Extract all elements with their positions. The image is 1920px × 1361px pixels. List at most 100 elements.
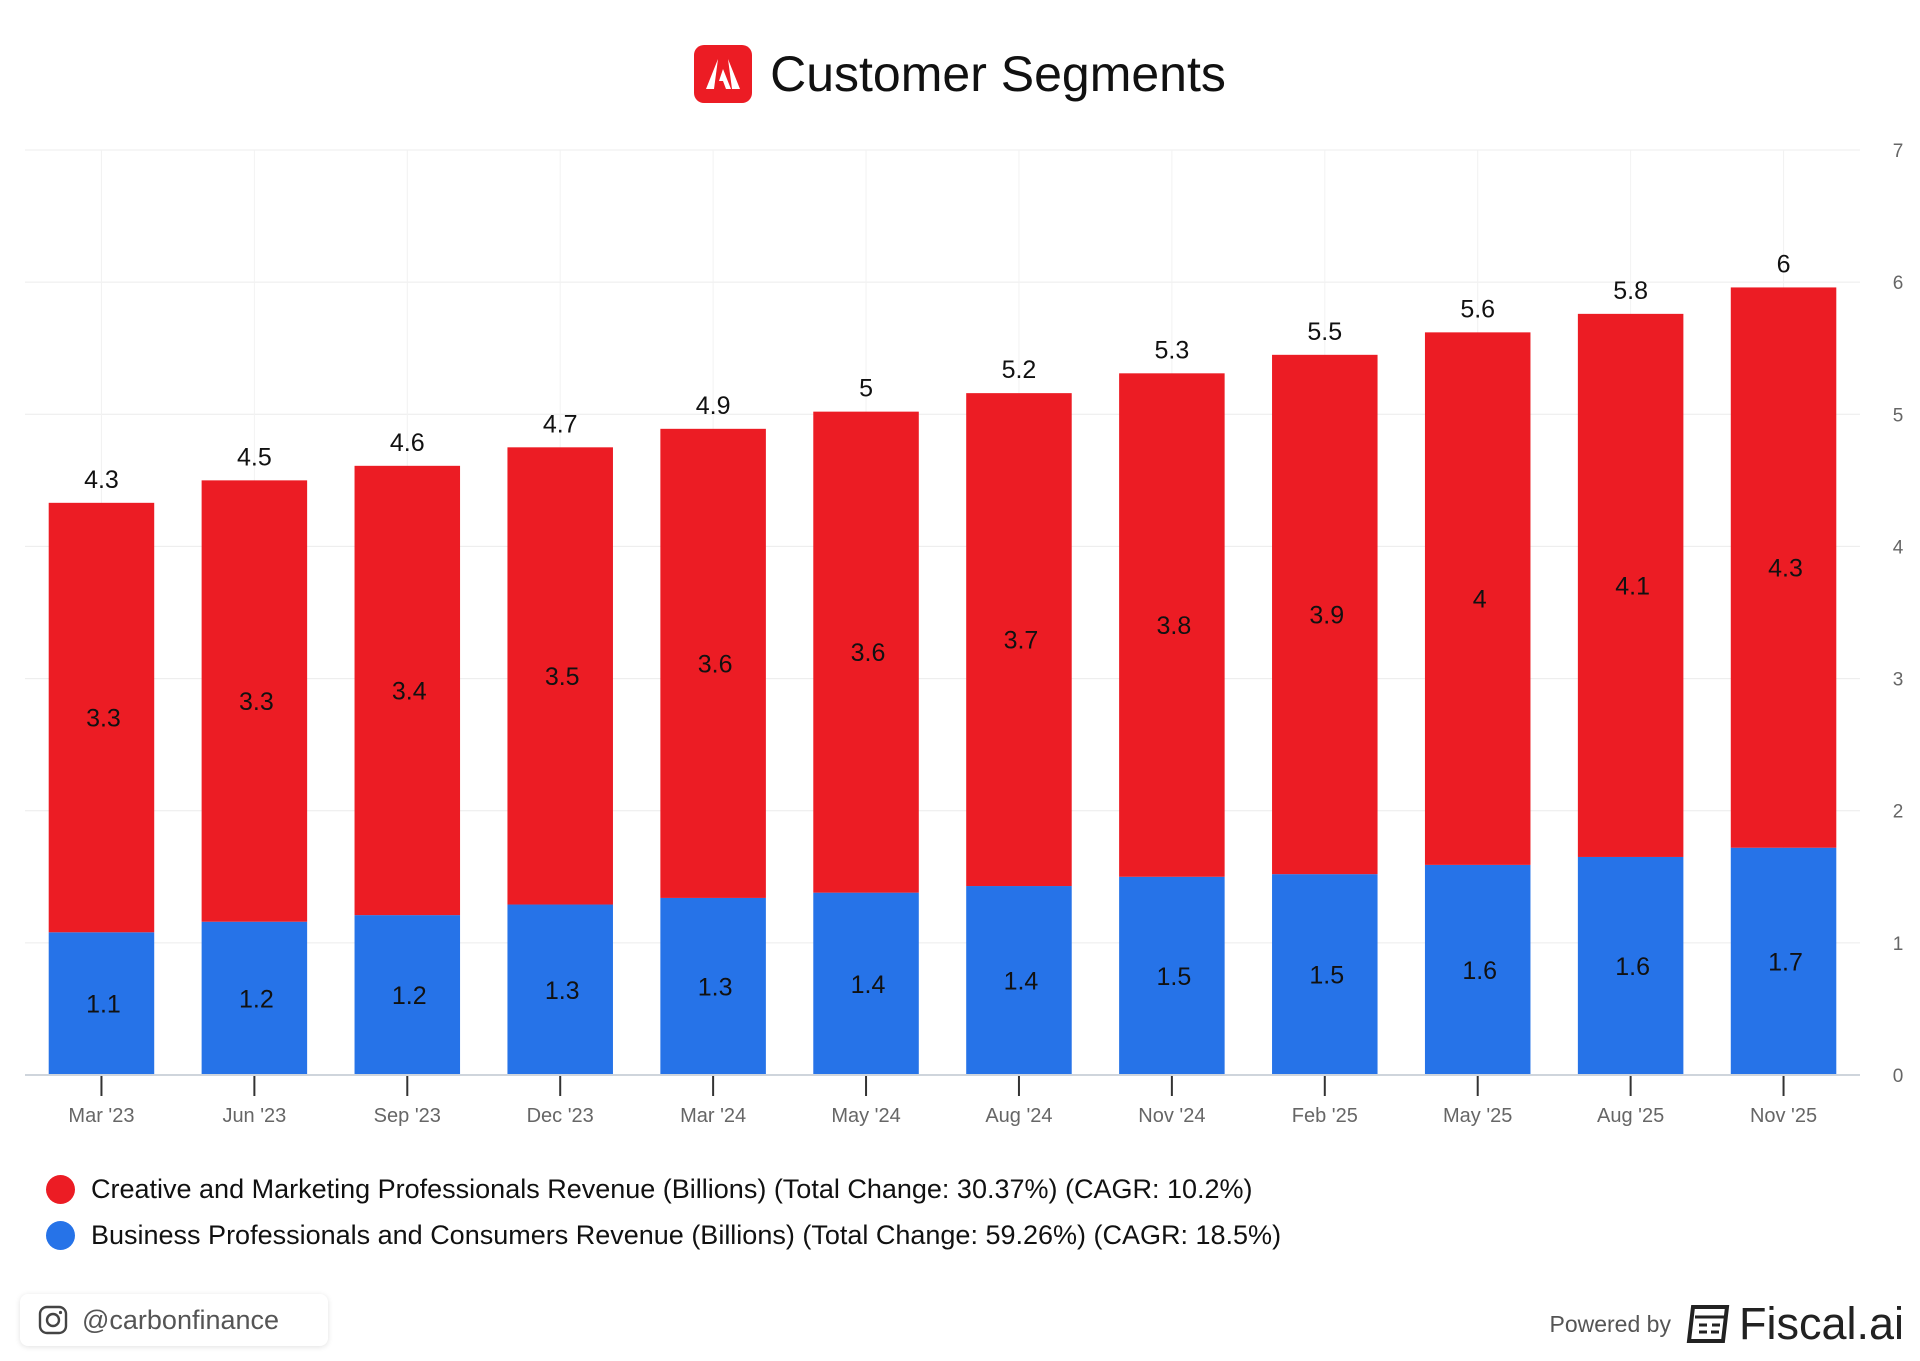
bar-segment-creative xyxy=(813,411,919,893)
bar-segment-creative xyxy=(660,428,766,898)
data-label-business: 1.4 xyxy=(1004,968,1039,996)
bar-segment-business xyxy=(48,932,155,1075)
bar-segment-business xyxy=(813,892,919,1075)
data-label-business: 1.1 xyxy=(86,991,121,1019)
y-tick-label: 2 xyxy=(1893,802,1904,823)
total-label: 5.6 xyxy=(1460,295,1495,323)
total-label: 5.5 xyxy=(1307,318,1342,346)
adobe-logo-icon xyxy=(694,45,753,103)
stacked-bar-chart: 1.1 3.3 4.3 1.2 3.3 4.5 1.2 3.4 4.6 1.3 3.5 4.7 1.3 3… xyxy=(25,141,1904,1127)
data-label-business: 1.3 xyxy=(698,973,733,1001)
y-tick-label: 3 xyxy=(1893,670,1904,691)
bar-segment-business xyxy=(1577,856,1684,1075)
data-label-creative: 4.1 xyxy=(1615,572,1650,600)
data-label-business: 1.3 xyxy=(545,977,580,1005)
data-label-creative: 3.8 xyxy=(1156,612,1191,640)
bar-segment-business xyxy=(507,904,613,1075)
legend-label-business: Business Professionals and Consumers Rev… xyxy=(91,1219,1282,1250)
social-handle-badge[interactable]: @carbonfinance xyxy=(20,1294,328,1346)
brand-name: Fiscal.ai xyxy=(1738,1298,1904,1349)
x-tick-label: Mar '24 xyxy=(680,1105,746,1127)
x-tick-label: Nov '25 xyxy=(1750,1105,1817,1127)
total-label: 5 xyxy=(859,375,873,403)
total-label: 4.9 xyxy=(696,392,731,420)
total-label: 4.6 xyxy=(390,429,425,457)
data-label-creative: 3.3 xyxy=(239,688,274,716)
data-label-business: 1.5 xyxy=(1309,962,1344,990)
bar-segment-business xyxy=(1119,876,1225,1075)
data-label-business: 1.2 xyxy=(392,982,427,1010)
powered-by-label: Powered by xyxy=(1549,1310,1671,1337)
bar-segment-creative xyxy=(1272,354,1378,875)
data-label-creative: 3.7 xyxy=(1004,627,1039,655)
total-label: 4.3 xyxy=(84,466,119,494)
data-label-business: 1.2 xyxy=(239,985,274,1013)
instagram-icon xyxy=(38,1305,68,1335)
x-tick-label: Jun '23 xyxy=(222,1105,286,1127)
data-label-business: 1.5 xyxy=(1156,963,1191,991)
bar-segment-creative xyxy=(1577,313,1684,857)
chart-labels: 1.1 3.3 4.3 1.2 3.3 4.5 1.2 3.4 4.6 1.3 3.5 4.7 1.3 3… xyxy=(84,250,1803,1018)
data-label-creative: 3.6 xyxy=(851,639,886,667)
bar-segment-business xyxy=(1272,874,1378,1075)
data-label-creative: 4 xyxy=(1473,586,1487,614)
total-label: 4.7 xyxy=(543,410,578,438)
data-label-business: 1.6 xyxy=(1615,953,1650,981)
bar-segment-business xyxy=(354,915,461,1075)
chart-title: Customer Segments xyxy=(770,46,1226,102)
legend-dot-creative xyxy=(46,1174,75,1204)
data-label-business: 1.4 xyxy=(851,971,886,999)
total-label: 5.8 xyxy=(1613,277,1648,305)
bar-segment-creative xyxy=(1730,287,1837,848)
x-tick-label: May '24 xyxy=(831,1105,900,1127)
y-tick-label: 4 xyxy=(1893,537,1904,558)
bar-segment-business xyxy=(1730,847,1837,1075)
chart-header: Customer Segments xyxy=(0,42,1920,106)
data-label-creative: 3.3 xyxy=(86,705,121,733)
x-tick-label: Mar '23 xyxy=(68,1105,134,1127)
chart-legend: Creative and Marketing Professionals Rev… xyxy=(46,1166,1281,1258)
bar-segment-creative xyxy=(966,393,1072,887)
bar-segment-business xyxy=(966,886,1072,1075)
legend-dot-business xyxy=(46,1220,75,1250)
legend-item-business[interactable]: Business Professionals and Consumers Rev… xyxy=(46,1212,1281,1258)
bar-segment-creative xyxy=(201,480,308,922)
x-tick-label: Dec '23 xyxy=(527,1105,594,1127)
x-tick-label: Aug '24 xyxy=(985,1105,1052,1127)
chart-bars xyxy=(48,287,1837,1075)
x-tick-label: Sep '23 xyxy=(374,1105,441,1127)
x-tick-label: May '25 xyxy=(1443,1105,1512,1127)
legend-item-creative[interactable]: Creative and Marketing Professionals Rev… xyxy=(46,1166,1281,1212)
powered-by[interactable]: Powered by Fiscal.ai xyxy=(1549,1298,1904,1350)
fiscal-logo-icon xyxy=(1686,1305,1730,1343)
data-label-creative: 3.9 xyxy=(1309,601,1344,629)
bar-segment-business xyxy=(201,921,308,1075)
data-label-creative: 4.3 xyxy=(1768,555,1803,583)
y-tick-label: 6 xyxy=(1893,273,1904,294)
x-tick-label: Feb '25 xyxy=(1292,1105,1358,1127)
data-label-business: 1.6 xyxy=(1462,957,1497,985)
bar-segment-business xyxy=(660,897,766,1075)
bar-segment-creative xyxy=(1119,373,1225,877)
bar-segment-creative xyxy=(354,465,461,916)
bar-segment-business xyxy=(1424,864,1531,1075)
y-tick-label: 5 xyxy=(1893,405,1904,426)
data-label-creative: 3.6 xyxy=(698,650,733,678)
y-tick-label: 0 xyxy=(1893,1066,1904,1087)
y-tick-label: 7 xyxy=(1893,141,1904,162)
total-label: 4.5 xyxy=(237,443,272,471)
bar-segment-creative xyxy=(1424,332,1531,865)
bar-segment-creative xyxy=(48,502,155,933)
legend-label-creative: Creative and Marketing Professionals Rev… xyxy=(91,1173,1253,1204)
chart-axes: 0 1 2 3 4 5 6 7 Mar '23 Jun '23 Sep '23 Dec '23 Mar … xyxy=(25,141,1904,1127)
total-label: 5.2 xyxy=(1002,356,1037,384)
y-tick-label: 1 xyxy=(1893,934,1904,955)
x-tick-label: Nov '24 xyxy=(1138,1105,1205,1127)
total-label: 6 xyxy=(1777,250,1791,278)
data-label-creative: 3.4 xyxy=(392,677,427,705)
social-handle-text: @carbonfinance xyxy=(82,1304,280,1335)
total-label: 5.3 xyxy=(1154,336,1189,364)
bar-segment-creative xyxy=(507,447,613,905)
data-label-business: 1.7 xyxy=(1768,948,1803,976)
x-tick-label: Aug '25 xyxy=(1597,1105,1664,1127)
